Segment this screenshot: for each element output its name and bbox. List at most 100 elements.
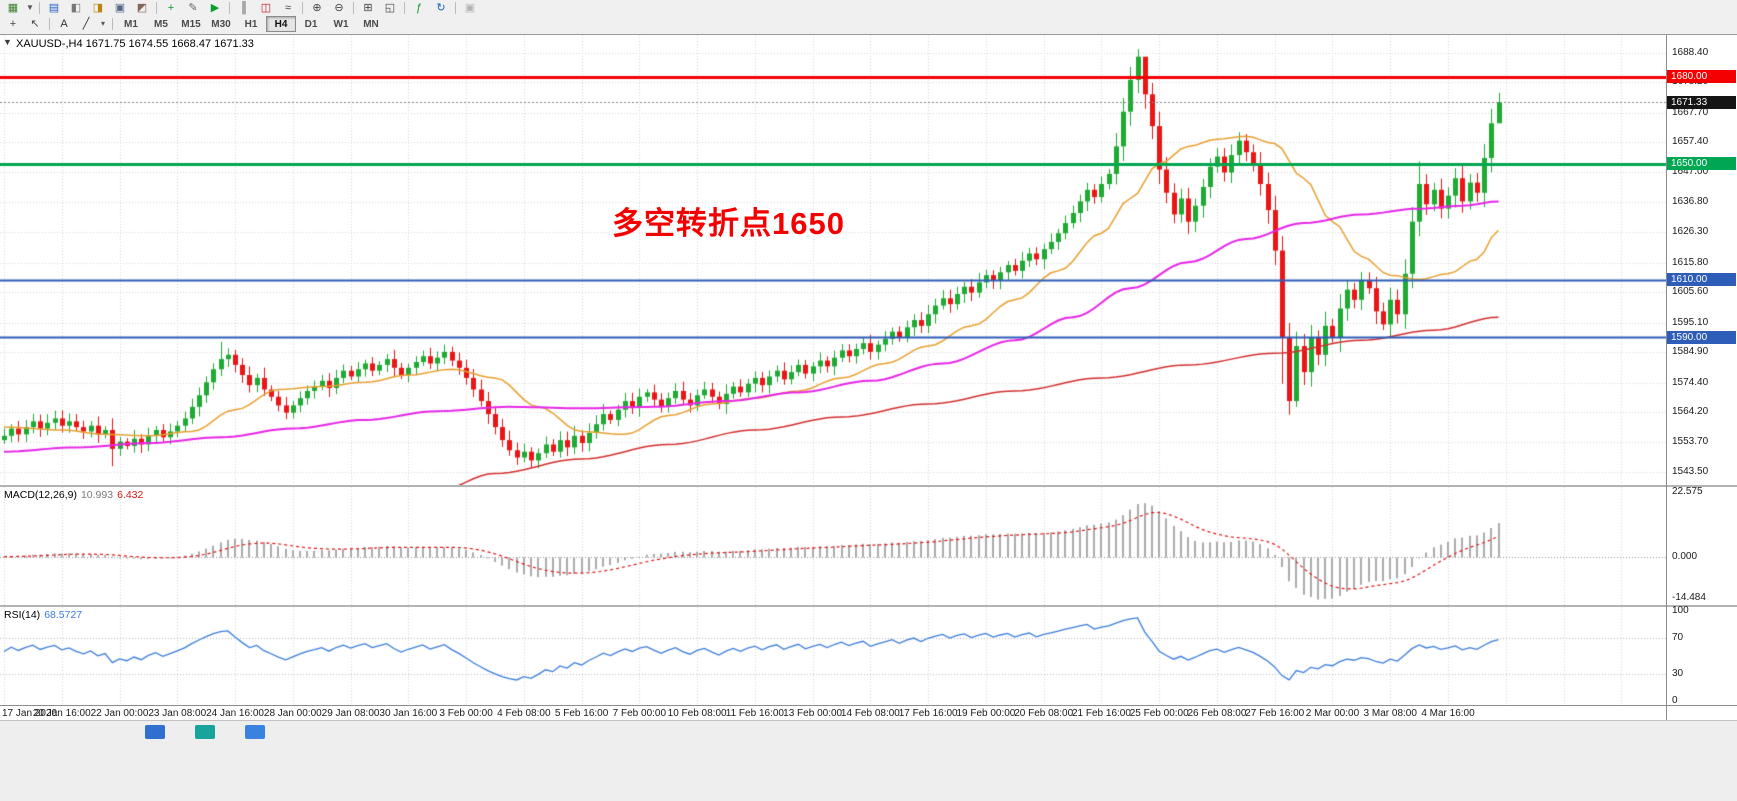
- toolbar-separator: [49, 18, 50, 30]
- taskbar-icon-1[interactable]: [145, 725, 165, 739]
- chart-candles-button[interactable]: ◫: [255, 0, 277, 16]
- indicators-add-button[interactable]: ƒ: [408, 0, 430, 16]
- price-axis-label: 1657.40: [1672, 136, 1709, 148]
- trendline-icon: ╱: [82, 18, 90, 30]
- time-axis-label: 13 Feb 00:00: [783, 708, 843, 719]
- new-chart-button[interactable]: ▦: [2, 0, 24, 16]
- price-axis-label: 1564.20: [1672, 406, 1709, 418]
- profiles-dropdown-icon: ▼: [26, 3, 34, 12]
- price-axis-label: 1605.60: [1672, 286, 1709, 298]
- cascade-windows-icon: ◱: [384, 2, 396, 14]
- metaeditor-button[interactable]: ✎: [182, 0, 204, 16]
- objects-dropdown-icon: ▾: [100, 19, 105, 28]
- timeframe-w1[interactable]: W1: [333, 18, 349, 30]
- bottom-strip: [0, 720, 1737, 801]
- timeframe-mn[interactable]: MN: [363, 18, 379, 30]
- panel-splitter-2[interactable]: [0, 605, 1737, 607]
- hline-badge-1680.00: 1680.00: [1667, 70, 1736, 84]
- navigator-button[interactable]: ◨: [87, 0, 109, 16]
- cascade-windows-button[interactable]: ◱: [379, 0, 401, 16]
- zoom-out-icon: ⊖: [334, 2, 344, 14]
- price-axis-label: 1647.00: [1672, 166, 1709, 178]
- time-axis-label: 14 Feb 08:00: [840, 708, 900, 719]
- price-axis-label: 1688.40: [1672, 46, 1709, 58]
- time-axis[interactable]: 17 Jan 2020 20 Jan 16:00 22 Jan 00:00 23 Ja…: [0, 705, 1737, 722]
- chart-window: ▼ XAUUSD-,H4 1671.75 1674.55 1668.47 167…: [0, 34, 1737, 722]
- timeframe-m5[interactable]: M5: [154, 18, 168, 30]
- crosshair-button[interactable]: +: [2, 16, 24, 32]
- rsi-panel: RSI(14) 68.5727 100 70 30 0: [0, 605, 1737, 706]
- hline-badge-1610.00: 1610.00: [1667, 273, 1736, 287]
- time-axis-label: 4 Feb 08:00: [497, 708, 551, 719]
- chart-line-button[interactable]: ≈: [277, 0, 299, 16]
- new-order-icon: +: [167, 2, 175, 14]
- timeframe-h4[interactable]: H4: [266, 16, 296, 32]
- tile-windows-button[interactable]: ⊞: [357, 0, 379, 16]
- data-window-button[interactable]: ◧: [65, 0, 87, 16]
- profiles-dropdown-button[interactable]: ▼: [24, 0, 36, 16]
- timeframe-h1[interactable]: H1: [244, 18, 258, 30]
- strategy-tester-button[interactable]: ◩: [131, 0, 153, 16]
- timeframe-d1[interactable]: D1: [304, 18, 318, 30]
- time-axis-label: 4 Mar 16:00: [1421, 708, 1475, 719]
- macd-canvas[interactable]: [0, 487, 1666, 605]
- macd-label: MACD(12,26,9): [4, 489, 77, 501]
- strategy-tester-icon: ◩: [136, 2, 148, 14]
- toolbar-separator: [353, 2, 354, 14]
- time-axis-label: 22 Jan 00:00: [90, 708, 149, 719]
- chart-annotation[interactable]: 多空转折点1650: [612, 206, 845, 241]
- objects-dropdown-button[interactable]: ▾: [97, 16, 109, 32]
- trendline-button[interactable]: ╱: [75, 16, 97, 32]
- toolbar-separator: [455, 2, 456, 14]
- taskbar-icon-3[interactable]: [245, 725, 265, 739]
- chart-title: XAUUSD-,H4 1671.75 1674.55 1668.47 1671.…: [16, 38, 254, 50]
- time-axis-label: 27 Feb 16:00: [1245, 708, 1305, 719]
- text-tool-button[interactable]: A: [53, 16, 75, 32]
- zoom-in-button[interactable]: ⊕: [306, 0, 328, 16]
- chart-line-icon: ≈: [284, 2, 292, 14]
- main-chart-canvas[interactable]: [0, 35, 1666, 485]
- cursor-icon: ↖: [30, 18, 40, 30]
- refresh-icon: ↻: [436, 2, 446, 14]
- time-axis-label: 21 Feb 16:00: [1071, 708, 1131, 719]
- hline-badge-1650.00: 1650.00: [1667, 157, 1736, 171]
- help-icon: ▣: [464, 2, 476, 14]
- time-axis-label: 20 Jan 16:00: [32, 708, 91, 719]
- hline-badge-1590.00: 1590.00: [1667, 330, 1736, 344]
- terminal-button[interactable]: ▣: [109, 0, 131, 16]
- rsi-value: 68.5727: [44, 609, 83, 621]
- autotrading-button[interactable]: ▶: [204, 0, 226, 16]
- zoom-out-button[interactable]: ⊖: [328, 0, 350, 16]
- crosshair-icon: +: [9, 18, 17, 30]
- refresh-button[interactable]: ↻: [430, 0, 452, 16]
- toolbar-separator: [39, 2, 40, 14]
- rsi-label: RSI(14): [4, 609, 41, 621]
- metaeditor-icon: ✎: [188, 2, 198, 14]
- rsi-canvas[interactable]: [0, 607, 1666, 705]
- price-axis-label: 1615.80: [1672, 256, 1709, 268]
- time-axis-label: 25 Feb 00:00: [1129, 708, 1189, 719]
- time-axis-label: 26 Feb 08:00: [1187, 708, 1247, 719]
- price-axis-border: [1666, 35, 1667, 721]
- panel-splitter[interactable]: [0, 485, 1737, 487]
- chart-bars-button[interactable]: ║: [233, 0, 255, 16]
- toolbar-standard: ▦ ▼ ▤ ◧ ◨ ▣ ◩ + ✎ ▶ ║ ◫ ≈ ⊕ ⊖ ⊞ ◱ ƒ ↻ ▣: [0, 0, 1737, 16]
- new-order-button[interactable]: +: [160, 0, 182, 16]
- one-click-trading-toggle[interactable]: ▼: [3, 37, 12, 47]
- time-axis-label: 19 Feb 00:00: [956, 708, 1016, 719]
- timeframe-m15[interactable]: M15: [181, 18, 201, 30]
- taskbar-icon-2[interactable]: [195, 725, 215, 739]
- timeframe-m1[interactable]: M1: [124, 18, 138, 30]
- data-window-icon: ◧: [70, 2, 82, 14]
- market-watch-icon: ▤: [48, 2, 60, 14]
- market-watch-button[interactable]: ▤: [43, 0, 65, 16]
- time-axis-label: 5 Feb 16:00: [554, 708, 609, 719]
- price-axis-label: 1584.90: [1672, 346, 1709, 358]
- timeframe-m30[interactable]: M30: [211, 18, 231, 30]
- price-axis-label: 1626.30: [1672, 226, 1709, 238]
- main-chart-panel: ▼ XAUUSD-,H4 1671.75 1674.55 1668.47 167…: [0, 35, 1737, 485]
- indicators-add-icon: ƒ: [415, 2, 423, 14]
- cursor-button[interactable]: ↖: [24, 16, 46, 32]
- time-axis-label: 3 Mar 08:00: [1363, 708, 1417, 719]
- time-axis-label: 7 Feb 00:00: [612, 708, 667, 719]
